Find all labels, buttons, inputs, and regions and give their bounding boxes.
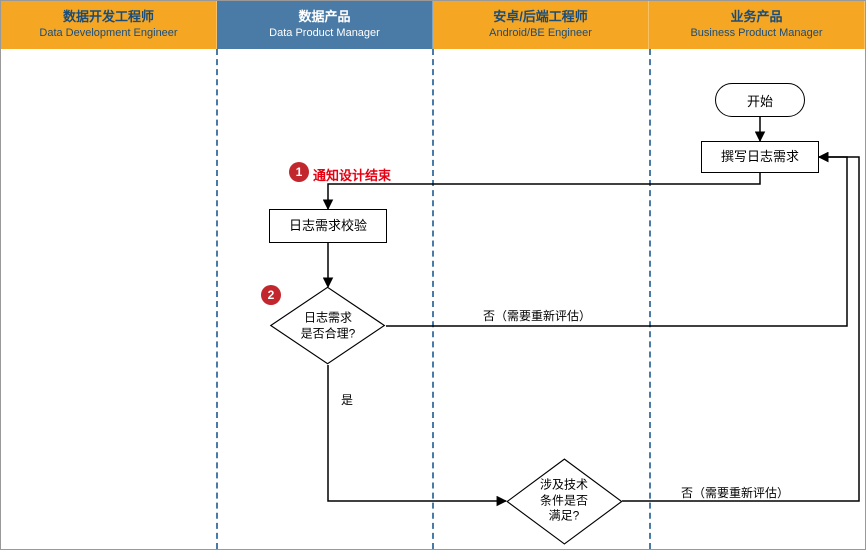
flow-canvas: 开始 撰写日志需求 日志需求校验 日志需求是否合理? 涉及技术条件是否满足? 1… bbox=[1, 49, 865, 549]
step-badge-1: 1 bbox=[289, 162, 309, 182]
edge-label-no-1: 否（需要重新评估） bbox=[483, 307, 591, 324]
lane-title-en: Android/BE Engineer bbox=[489, 26, 592, 40]
lane-title-en: Data Development Engineer bbox=[39, 26, 177, 40]
edge-label-yes: 是 bbox=[341, 391, 353, 408]
lane-title-cn: 安卓/后端工程师 bbox=[493, 9, 588, 26]
lane-title-cn: 数据开发工程师 bbox=[63, 9, 154, 26]
lane-title-en: Business Product Manager bbox=[690, 26, 822, 40]
red-annotation: 通知设计结束 bbox=[313, 165, 391, 184]
edge-label-no-2: 否（需要重新评估） bbox=[681, 484, 789, 501]
node-start: 开始 bbox=[715, 83, 805, 117]
node-label: 开始 bbox=[747, 91, 773, 110]
edges-svg bbox=[1, 49, 865, 549]
node-label: 撰写日志需求 bbox=[721, 149, 799, 166]
lane-title-cn: 业务产品 bbox=[730, 9, 782, 26]
lane-header-biz-product: 业务产品 Business Product Manager bbox=[649, 1, 865, 49]
lane-title-cn: 数据产品 bbox=[298, 9, 350, 26]
node-verify-req: 日志需求校验 bbox=[269, 209, 387, 243]
node-write-req: 撰写日志需求 bbox=[701, 141, 819, 173]
node-label: 日志需求校验 bbox=[289, 218, 367, 235]
lane-header-android-be: 安卓/后端工程师 Android/BE Engineer bbox=[433, 1, 649, 49]
swimlane-diagram: 数据开发工程师 Data Development Engineer 数据产品 D… bbox=[0, 0, 866, 550]
step-badge-2: 2 bbox=[261, 285, 281, 305]
lane-header-data-product: 数据产品 Data Product Manager bbox=[217, 1, 433, 49]
lane-title-en: Data Product Manager bbox=[269, 26, 380, 40]
node-label: 涉及技术条件是否满足? bbox=[540, 478, 588, 525]
lane-headers: 数据开发工程师 Data Development Engineer 数据产品 D… bbox=[1, 1, 865, 49]
lane-header-data-dev: 数据开发工程师 Data Development Engineer bbox=[1, 1, 217, 49]
node-label: 日志需求是否合理? bbox=[301, 310, 356, 341]
